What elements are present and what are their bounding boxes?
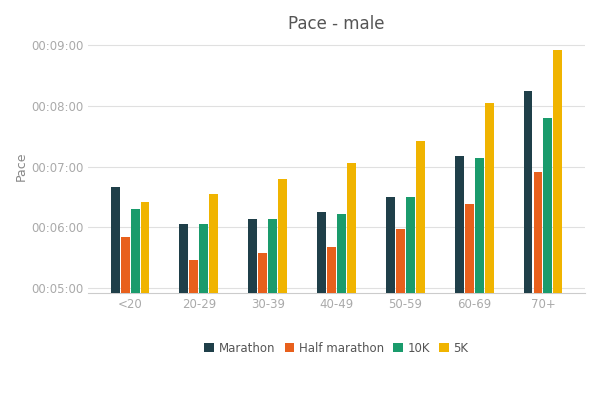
Bar [386,197,395,293]
Bar [327,247,336,293]
Bar [533,172,542,293]
Bar [553,50,562,293]
Bar [396,229,405,293]
Bar [179,224,188,293]
Bar [209,194,218,293]
Legend: Marathon, Half marathon, 10K, 5K: Marathon, Half marathon, 10K, 5K [200,337,473,359]
Bar [190,260,199,293]
Bar [131,209,140,293]
Title: Pace - male: Pace - male [288,15,385,33]
Bar [110,187,119,293]
Bar [416,141,425,293]
Bar [406,197,415,293]
Bar [337,214,346,293]
Bar [248,219,257,293]
Bar [475,158,484,293]
Bar [140,202,149,293]
Bar [544,118,553,293]
Y-axis label: Pace: Pace [15,152,28,181]
Bar [464,204,473,293]
Bar [268,219,277,293]
Bar [278,179,287,293]
Bar [258,253,267,293]
Bar [485,103,494,293]
Bar [121,237,130,293]
Bar [347,164,356,293]
Bar [317,212,326,293]
Bar [455,156,464,293]
Bar [524,91,532,293]
Bar [199,224,208,293]
